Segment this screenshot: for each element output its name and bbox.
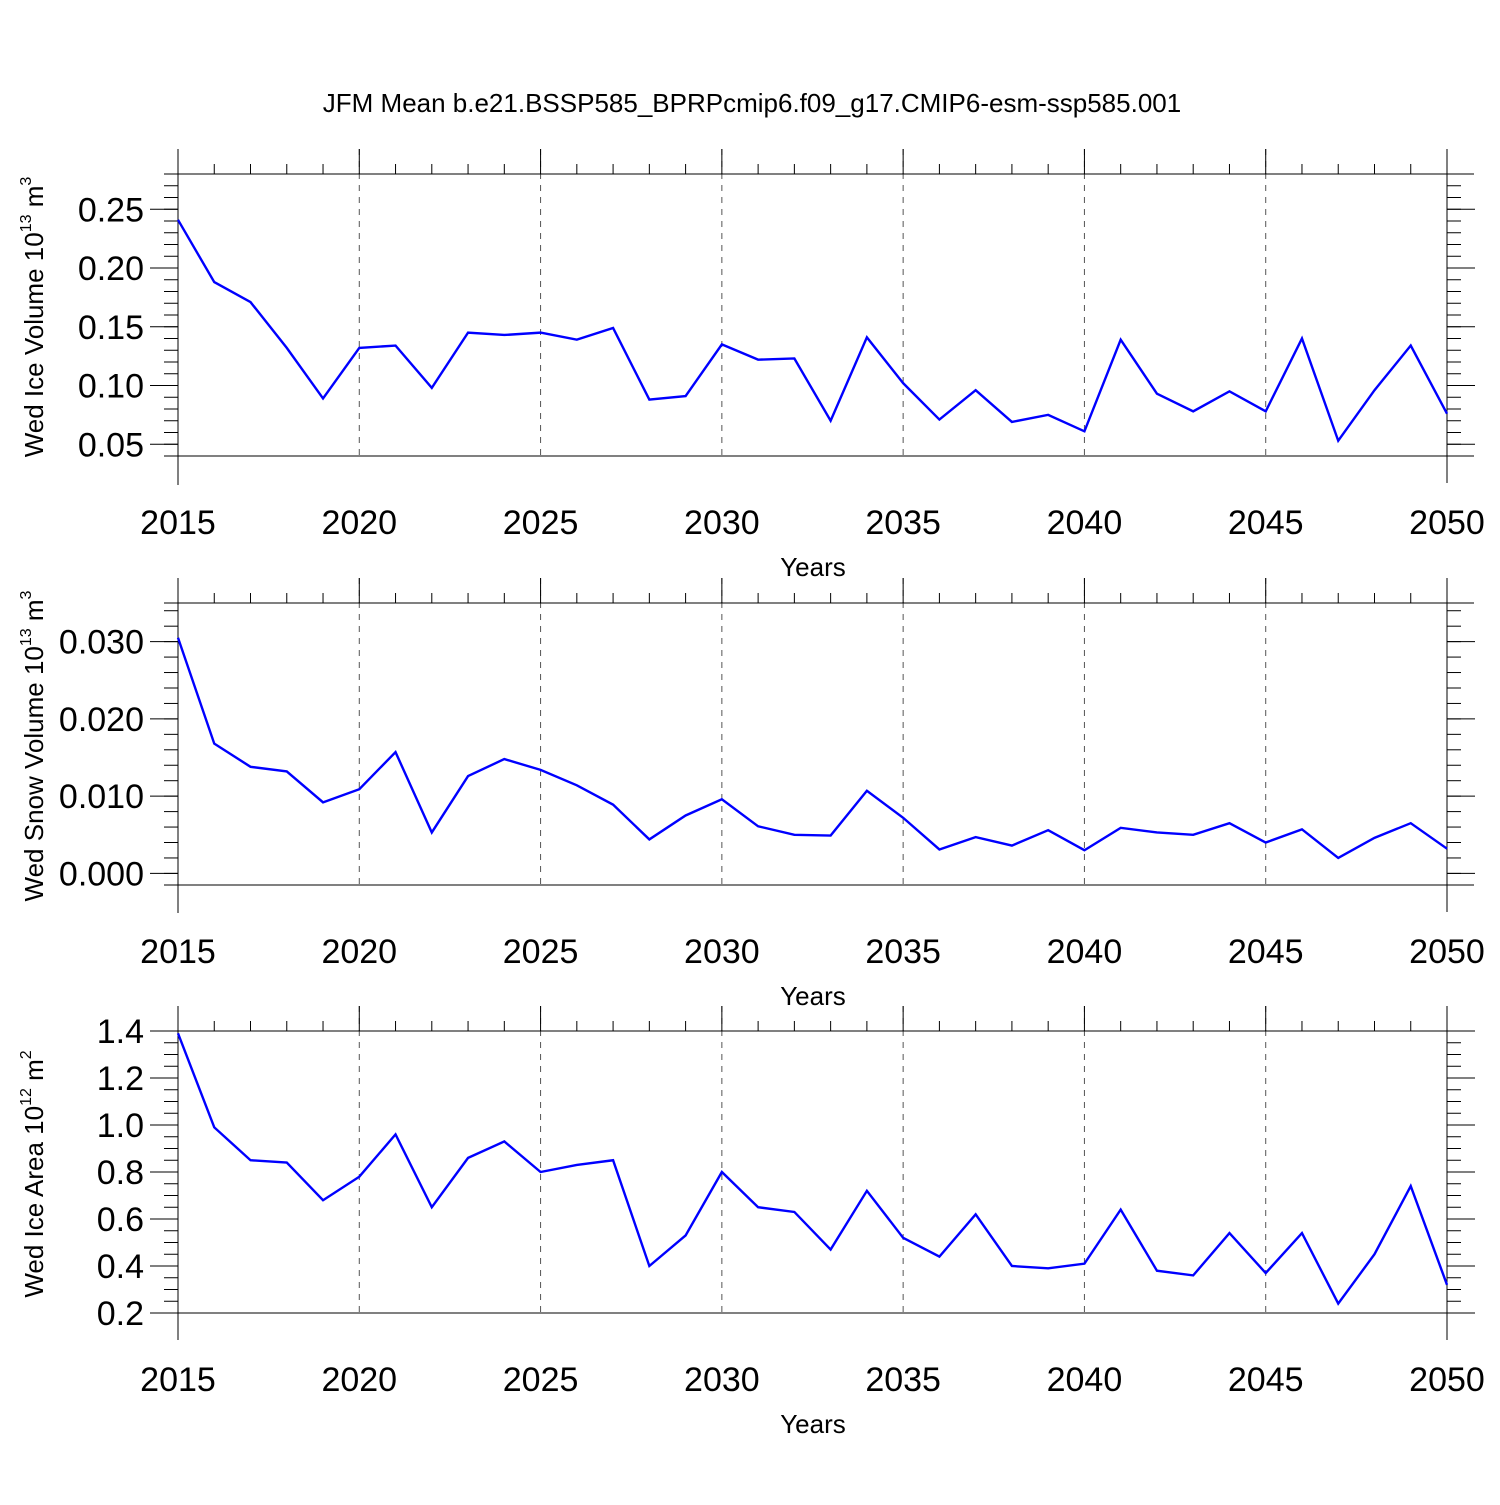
data-series-line <box>176 1032 1449 1306</box>
y-axis-label-text: Wed Ice Area 10 <box>19 1106 49 1298</box>
x-tick-label: 2040 <box>1047 504 1123 542</box>
y-axis-label: Wed Ice Area 1012 m2 <box>18 1050 49 1297</box>
y-tick-label: 0.000 <box>59 855 144 893</box>
y-axis-label-text: m <box>19 599 49 628</box>
y-tick-label: 1.0 <box>97 1107 144 1145</box>
y-axis-label-superscript: 3 <box>18 590 35 599</box>
y-tick-label: 0.20 <box>78 250 144 288</box>
x-tick-label: 2030 <box>684 933 760 971</box>
y-tick-label: 0.010 <box>59 778 144 816</box>
y-tick-label: 0.020 <box>59 701 144 739</box>
x-axis-label: Years <box>780 981 846 1011</box>
x-tick-label: 2025 <box>503 933 579 971</box>
panel-3: 0.2 0.4 0.6 0.8 1.0 1.2 1.4 2015 2020 2025 2030 203… <box>18 1006 1485 1439</box>
y-axis-label: Wed Ice Volume 1013 m3 <box>18 177 49 458</box>
y-tick-label: 0.15 <box>78 309 144 347</box>
panel-1: 0.05 0.10 0.15 0.20 0.25 2015 2020 2025 2030 2035… <box>18 149 1485 582</box>
y-axis-label-superscript: 3 <box>18 177 35 186</box>
data-series-line <box>176 219 1449 444</box>
x-tick-label: 2025 <box>503 504 579 542</box>
x-tick-label: 2040 <box>1047 1361 1123 1399</box>
y-tick-label: 0.4 <box>97 1248 144 1286</box>
x-tick-label: 2020 <box>321 1361 397 1399</box>
x-tick-label: 2030 <box>684 1361 760 1399</box>
y-tick-label: 0.25 <box>78 191 144 229</box>
y-axis-label: Wed Snow Volume 1013 m3 <box>18 590 49 901</box>
x-tick-label: 2035 <box>865 933 941 971</box>
x-tick-label: 2045 <box>1228 933 1304 971</box>
x-axis-label: Years <box>780 1409 846 1439</box>
y-axis-label-text: Wed Ice Volume 10 <box>19 232 49 457</box>
x-tick-label: 2020 <box>321 933 397 971</box>
y-tick-label: 0.6 <box>97 1201 144 1239</box>
x-tick-label: 2035 <box>865 504 941 542</box>
y-tick-label: 0.2 <box>97 1295 144 1333</box>
y-axis-label-superscript: 13 <box>18 214 35 232</box>
figure-title: JFM Mean b.e21.BSSP585_BPRPcmip6.f09_g17… <box>323 88 1181 118</box>
x-tick-label: 2050 <box>1409 504 1485 542</box>
y-axis-label-superscript: 13 <box>18 628 35 646</box>
y-axis-label-superscript: 2 <box>18 1050 35 1059</box>
y-tick-label: 0.10 <box>78 368 144 406</box>
y-tick-label: 0.030 <box>59 624 144 662</box>
x-tick-label: 2040 <box>1047 933 1123 971</box>
x-tick-label: 2015 <box>140 504 216 542</box>
x-tick-label: 2050 <box>1409 1361 1485 1399</box>
x-tick-label: 2050 <box>1409 933 1485 971</box>
x-tick-label: 2020 <box>321 504 397 542</box>
panel-2: 0.000 0.010 0.020 0.030 2015 2020 2025 2030 2035… <box>18 578 1485 1011</box>
y-tick-label: 0.05 <box>78 426 144 464</box>
x-tick-label: 2035 <box>865 1361 941 1399</box>
y-tick-label: 1.2 <box>97 1060 144 1098</box>
x-tick-label: 2045 <box>1228 504 1304 542</box>
y-axis-label-text: m <box>19 186 49 215</box>
x-tick-label: 2025 <box>503 1361 579 1399</box>
x-tick-label: 2015 <box>140 933 216 971</box>
x-tick-label: 2015 <box>140 1361 216 1399</box>
y-axis-label-superscript: 12 <box>18 1088 35 1106</box>
x-axis-label: Years <box>780 552 846 582</box>
y-tick-label: 1.4 <box>97 1013 144 1051</box>
x-tick-label: 2030 <box>684 504 760 542</box>
x-tick-label: 2045 <box>1228 1361 1304 1399</box>
data-series-line <box>176 637 1448 860</box>
y-axis-label-text: Wed Snow Volume 10 <box>19 646 49 901</box>
y-axis-label-text: m <box>19 1059 49 1088</box>
y-tick-label: 0.8 <box>97 1154 144 1192</box>
